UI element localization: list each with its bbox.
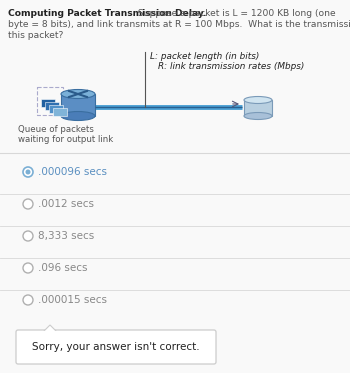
Circle shape [23, 199, 33, 209]
Text: Sorry, your answer isn't correct.: Sorry, your answer isn't correct. [32, 342, 200, 352]
Text: .000096 secs: .000096 secs [38, 167, 107, 177]
Ellipse shape [244, 97, 272, 103]
Bar [45, 102, 59, 110]
Bar [49, 105, 63, 113]
Circle shape [23, 167, 33, 177]
Text: R: link transmission rates (Mbps): R: link transmission rates (Mbps) [158, 62, 304, 71]
Text: Queue of packets
waiting for output link: Queue of packets waiting for output link [18, 125, 113, 144]
Text: .0012 secs: .0012 secs [38, 199, 94, 209]
Circle shape [26, 169, 30, 175]
Text: .000015 secs: .000015 secs [38, 295, 107, 305]
Bar [53, 108, 67, 116]
Text: Suppose a packet is L = 1200 KB long (one: Suppose a packet is L = 1200 KB long (on… [135, 9, 336, 18]
Bar [244, 100, 272, 116]
Ellipse shape [244, 113, 272, 119]
Ellipse shape [61, 90, 95, 98]
Polygon shape [43, 325, 57, 332]
Ellipse shape [61, 112, 95, 120]
Text: 8,333 secs: 8,333 secs [38, 231, 94, 241]
Circle shape [23, 263, 33, 273]
Text: L: packet length (in bits): L: packet length (in bits) [150, 52, 259, 61]
FancyBboxPatch shape [16, 330, 216, 364]
Circle shape [23, 295, 33, 305]
Bar [41, 99, 55, 107]
Circle shape [23, 231, 33, 241]
Text: Computing Packet Transmission Delay.: Computing Packet Transmission Delay. [8, 9, 206, 18]
Text: .096 secs: .096 secs [38, 263, 88, 273]
Text: this packet?: this packet? [8, 31, 63, 40]
Text: byte = 8 bits), and link transmits at R = 100 Mbps.  What is the transmission de: byte = 8 bits), and link transmits at R … [8, 20, 350, 29]
Bar [61, 94, 95, 116]
